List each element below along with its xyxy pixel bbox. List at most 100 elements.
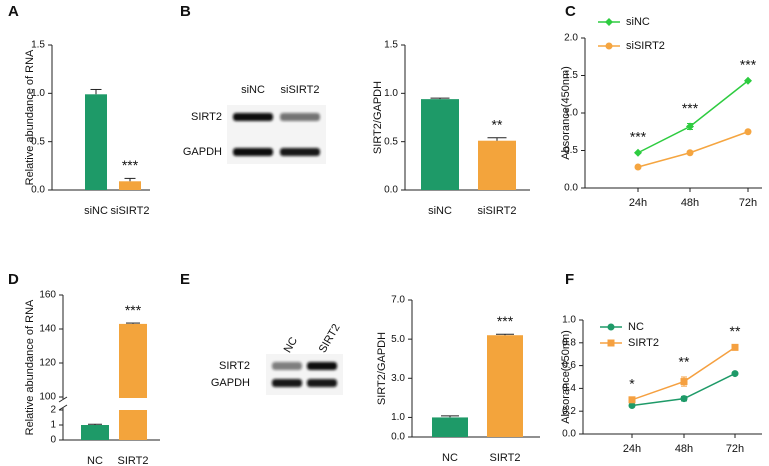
point — [680, 378, 688, 386]
blot-band — [280, 148, 320, 156]
y-tick-label: 0.0 — [564, 183, 578, 194]
x-tick-label: 72h — [726, 443, 744, 455]
blot-lane-label: siNC — [241, 84, 265, 96]
y-tick-label: 3.0 — [391, 373, 405, 384]
axis-break — [58, 396, 68, 403]
significance: *** — [740, 57, 757, 73]
y-tick-label: 0.0 — [562, 429, 576, 440]
blot-band — [272, 362, 302, 370]
blot-lane-label: SIRT2 — [317, 322, 343, 355]
legend-label: SIRT2 — [628, 337, 659, 349]
line — [637, 131, 749, 168]
legend-marker — [605, 42, 613, 50]
blot-background — [266, 354, 343, 395]
y-tick-label: 0.2 — [562, 406, 576, 417]
blot-row-label: SIRT2 — [191, 111, 222, 123]
bar — [119, 181, 141, 190]
y-tick-label: 0.8 — [562, 337, 576, 348]
y-tick-label: 0.0 — [31, 185, 45, 196]
legend-marker — [607, 339, 615, 347]
x-tick-label: NC — [87, 455, 103, 466]
y-tick-label: 0.4 — [562, 383, 576, 394]
legend-label: siSIRT2 — [626, 40, 665, 52]
significance: ** — [730, 323, 741, 339]
bar — [487, 335, 523, 437]
significance: *** — [125, 302, 142, 318]
point — [628, 402, 636, 409]
panel-letter: C — [565, 3, 576, 20]
y-tick-label: 0.6 — [562, 360, 576, 371]
blot-band — [272, 379, 302, 387]
point — [731, 370, 739, 378]
blot-row-label: SIRT2 — [219, 360, 250, 372]
error-bar — [90, 88, 102, 95]
panel-letter: E — [180, 271, 190, 288]
y-tick-label: 1.0 — [391, 412, 405, 423]
error-bar — [126, 322, 140, 324]
error-bar — [124, 177, 136, 182]
significance: *** — [630, 129, 647, 145]
point — [628, 396, 636, 404]
significance: *** — [122, 157, 139, 173]
panel-letter: D — [8, 271, 19, 288]
x-tick-label: 48h — [675, 443, 693, 455]
panel-letter: B — [180, 3, 191, 20]
point — [686, 149, 694, 157]
bar — [119, 323, 147, 440]
point — [634, 148, 642, 157]
legend-marker — [605, 18, 613, 26]
y-tick-label: 0.5 — [564, 145, 578, 156]
y-tick-label: 1.0 — [31, 88, 45, 99]
bar — [81, 425, 109, 440]
significance: ** — [492, 117, 503, 133]
y-axis-label: Relative abundance of RNA — [24, 299, 36, 435]
x-tick-label: NC — [442, 452, 458, 464]
x-tick-label: 72h — [739, 197, 757, 209]
y-tick-label: 160 — [39, 290, 56, 301]
y-tick-label: 1 — [50, 420, 56, 431]
y-tick-label: 2.0 — [564, 33, 578, 44]
significance: *** — [497, 313, 514, 329]
y-tick-label: 2 — [50, 405, 56, 416]
line — [637, 80, 749, 154]
x-tick-label: SIRT2 — [490, 452, 521, 464]
significance: ** — [679, 354, 690, 370]
y-axis-label: Relative abundance of RNA — [24, 49, 36, 185]
point — [744, 76, 752, 85]
error-bar — [88, 423, 102, 425]
blot-lane-label: siSIRT2 — [281, 84, 320, 96]
legend-label: siNC — [626, 16, 650, 28]
y-tick-label: 1.0 — [384, 88, 398, 99]
y-tick-label: 120 — [39, 358, 56, 369]
blot-row-label: GAPDH — [183, 146, 222, 158]
point — [686, 122, 694, 131]
y-axis-label: SIRT2/GAPDH — [376, 332, 388, 405]
significance: *** — [682, 100, 699, 116]
y-tick-label: 0.5 — [384, 136, 398, 147]
y-tick-label: 5.0 — [391, 334, 405, 345]
y-axis-label: SIRT2/GAPDH — [372, 81, 384, 154]
x-tick-label: siNC — [84, 205, 108, 217]
bar — [85, 94, 107, 190]
error-bar — [430, 97, 450, 100]
bar — [421, 99, 459, 190]
error-bar — [496, 333, 514, 336]
x-tick-label: 24h — [623, 443, 641, 455]
point — [680, 395, 688, 403]
x-tick-label: SIRT2 — [118, 455, 149, 466]
y-axis-label: Absorance(450nm) — [560, 330, 572, 424]
panel-letter: A — [8, 3, 19, 20]
y-tick-label: 0.0 — [384, 185, 398, 196]
blot-band — [280, 113, 320, 121]
error-bar — [441, 415, 459, 418]
y-tick-label: 1.5 — [564, 70, 578, 81]
x-tick-label: siSIRT2 — [111, 205, 150, 217]
significance: * — [629, 375, 635, 391]
point — [744, 128, 752, 136]
x-tick-label: 48h — [681, 197, 699, 209]
y-tick-label: 7.0 — [391, 295, 405, 306]
panel-letter: F — [565, 271, 574, 288]
blot-band — [233, 148, 273, 156]
blot-row-label: GAPDH — [211, 377, 250, 389]
